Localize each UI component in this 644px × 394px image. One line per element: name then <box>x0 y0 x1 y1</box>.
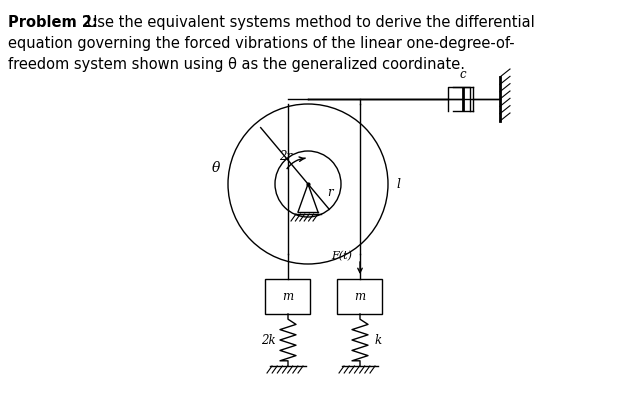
Bar <box>265 279 310 314</box>
Text: 2k: 2k <box>261 333 276 346</box>
Bar <box>337 279 383 314</box>
Text: θ: θ <box>212 161 220 175</box>
Text: l: l <box>396 178 400 191</box>
Text: Use the equivalent systems method to derive the differential: Use the equivalent systems method to der… <box>82 15 535 30</box>
Text: F(t): F(t) <box>332 251 352 261</box>
Text: equation governing the forced vibrations of the linear one-degree-of-: equation governing the forced vibrations… <box>8 36 515 51</box>
Text: m: m <box>354 290 366 303</box>
Text: freedom system shown using θ as the generalized coordinate.: freedom system shown using θ as the gene… <box>8 57 465 72</box>
Text: c: c <box>460 68 466 81</box>
Text: m: m <box>283 290 294 303</box>
Text: Problem 2:: Problem 2: <box>8 15 98 30</box>
Text: r: r <box>327 186 333 199</box>
Text: 2r: 2r <box>279 149 292 162</box>
Text: k: k <box>374 333 381 346</box>
